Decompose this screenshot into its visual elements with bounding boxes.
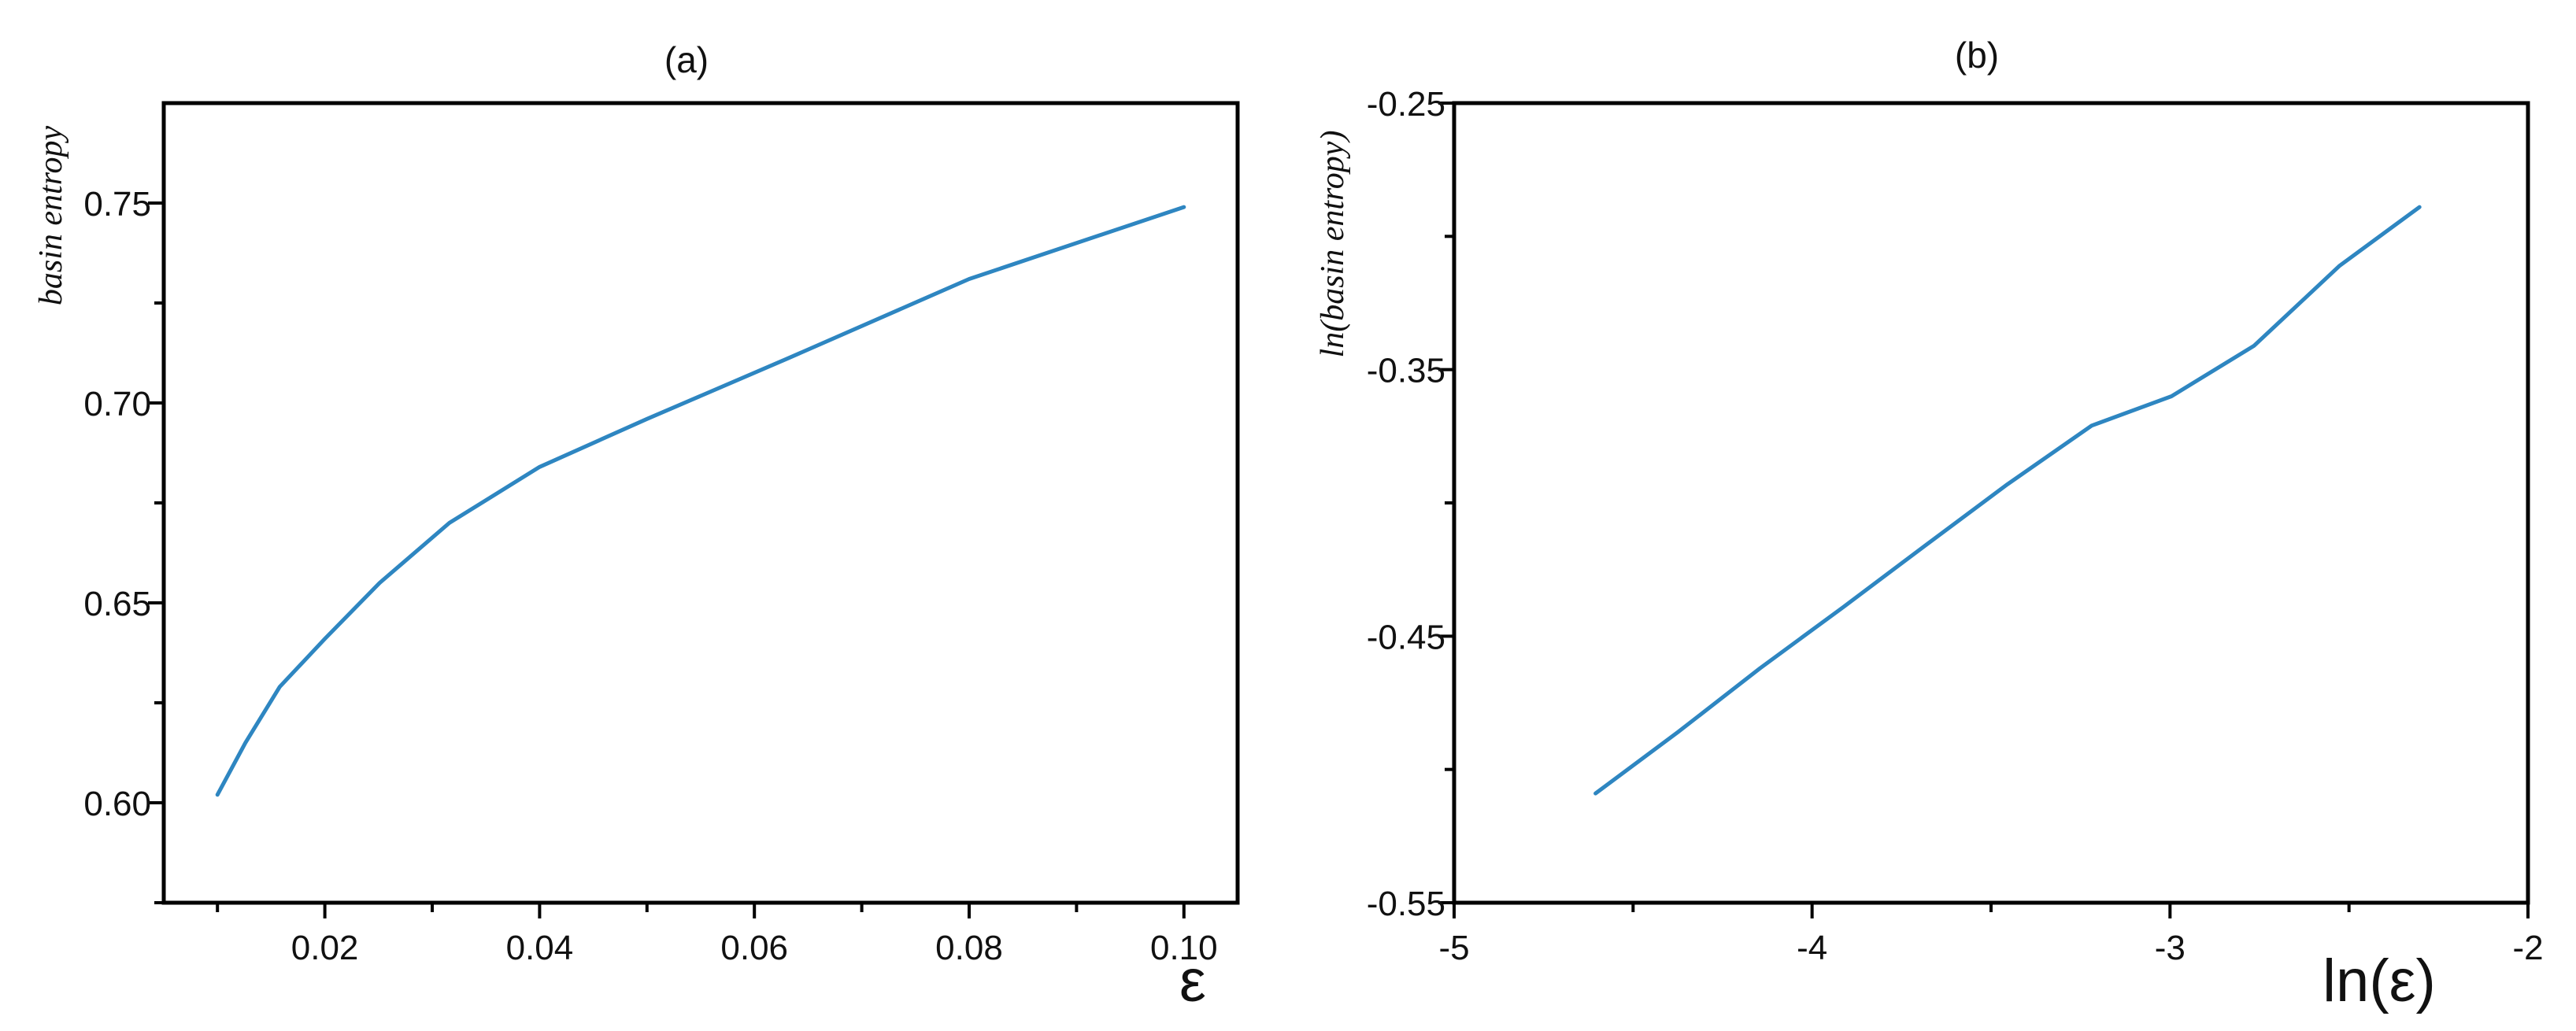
panel-b-y-tick-label: -0.35 <box>1367 352 1445 390</box>
panel-a: (a) basin entropy ε 0.02 0.04 0.06 0.08 0.10… <box>33 39 1240 1014</box>
panel-a-y-tick-label: 0.65 <box>83 585 151 623</box>
panel-b-y-axis-label: ln(basin entropy) <box>1315 131 1351 358</box>
panel-b-x-tick-label: -5 <box>1438 929 1469 967</box>
panel-a-x-axis-label: ε <box>1179 948 1206 1014</box>
panel-a-series-line <box>215 205 1186 797</box>
panel-b-x-tick-label: -2 <box>2512 929 2543 967</box>
panel-a-y-tick-label: 0.60 <box>83 785 151 823</box>
panel-a-y-tick-label: 0.75 <box>83 185 151 224</box>
panel-a-y-tick-label: 0.70 <box>83 385 151 423</box>
panel-b-y-tick-label: -0.55 <box>1367 885 1445 923</box>
panel-b-series-line <box>1593 205 2422 796</box>
panel-a-x-tick-label: 0.06 <box>720 929 788 967</box>
panel-b-ticks: -5 -4 -3 -2 -0.55 -0.45 -0.35 -0.25 <box>1367 85 2544 967</box>
panel-b-x-tick-label: -4 <box>1797 929 1827 967</box>
panel-b-x-axis-label: ln(ε) <box>2322 948 2436 1014</box>
panel-a-title: (a) <box>664 39 709 80</box>
panel-b-x-tick-label: -3 <box>2155 929 2186 967</box>
panel-a-x-tick-label: 0.10 <box>1150 929 1218 967</box>
panel-b-y-tick-label: -0.45 <box>1367 618 1445 656</box>
panel-b-title: (b) <box>1955 35 1999 76</box>
panel-a-x-tick-label: 0.02 <box>291 929 359 967</box>
panel-b-y-tick-label: -0.25 <box>1367 85 1445 124</box>
panel-a-ticks: 0.02 0.04 0.06 0.08 0.10 0.60 0.65 0.70 0.75 <box>83 185 1217 967</box>
panel-b-plot-frame <box>1452 101 2530 905</box>
panel-a-y-axis-label: basin entropy <box>33 126 69 306</box>
panel-b-series <box>1593 205 2422 796</box>
panel-a-series <box>215 205 1186 797</box>
panel-a-x-tick-label: 0.08 <box>935 929 1003 967</box>
panel-a-x-tick-label: 0.04 <box>506 929 574 967</box>
panel-b: (b) ln(basin entropy) ln(ε) -5 -4 -3 -2 -0.5… <box>1315 35 2544 1014</box>
panel-a-plot-frame <box>161 101 1240 905</box>
